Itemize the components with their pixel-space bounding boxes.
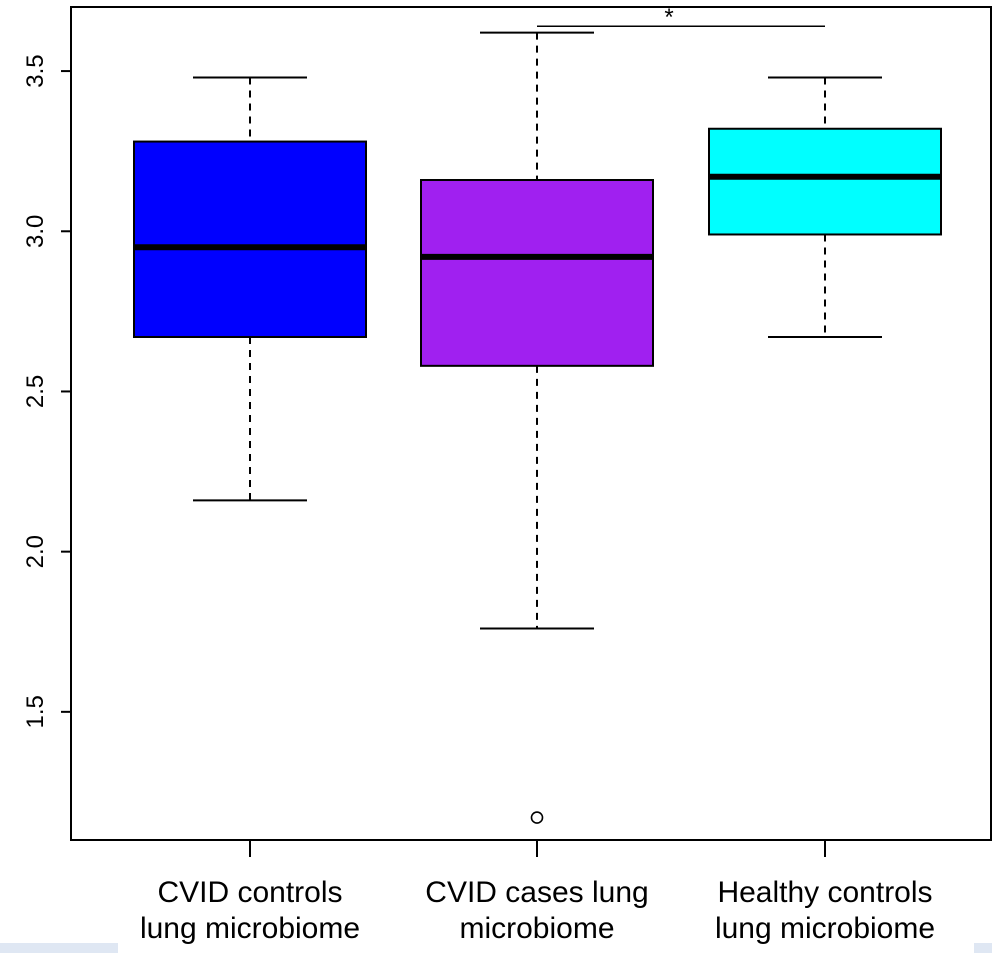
plot-frame [70, 6, 992, 841]
significance-label: * [664, 4, 673, 31]
x-tick-label: CVID controls lung microbiome [140, 876, 360, 945]
x-tick-label: Healthy controls lung microbiome [715, 876, 935, 945]
box [708, 127, 942, 236]
y-tick-label: 3.0 [22, 215, 49, 248]
bottom-left-band [0, 943, 118, 953]
y-tick-label: 1.5 [22, 695, 49, 728]
outlier-point [530, 811, 544, 824]
box [420, 179, 654, 367]
y-tick-label: 2.5 [22, 375, 49, 408]
box [133, 140, 367, 338]
y-tick-label: 2.0 [22, 535, 49, 568]
bottom-right-band [974, 943, 992, 953]
y-tick-label: 3.5 [22, 54, 49, 87]
x-tick-label: CVID cases lung microbiome [425, 876, 648, 945]
